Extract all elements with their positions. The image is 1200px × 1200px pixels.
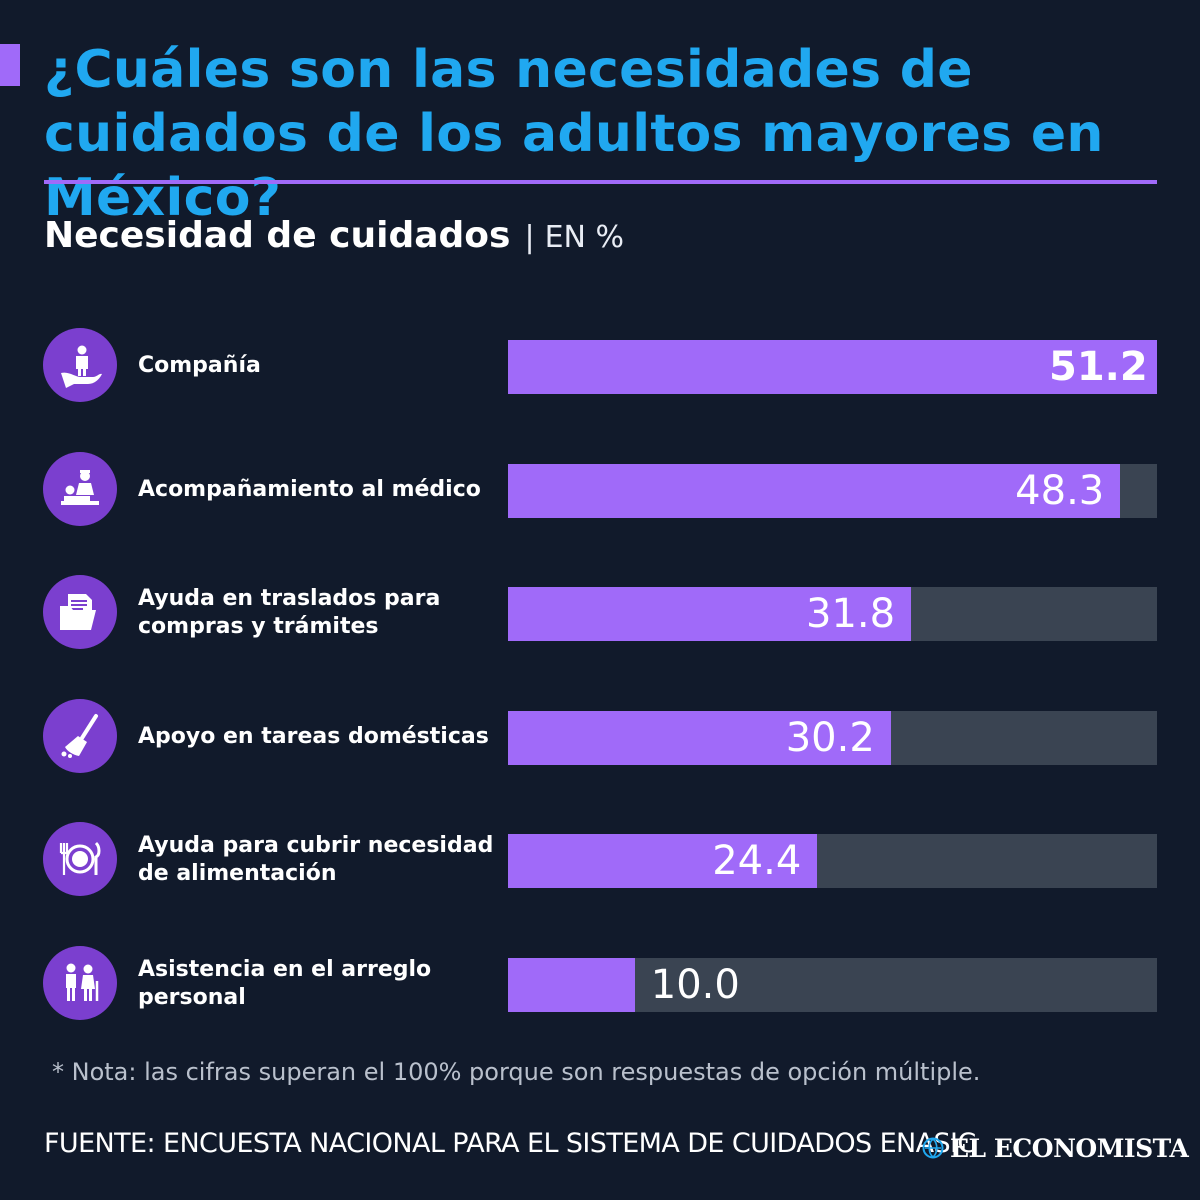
data-label: 30.2 [785, 714, 875, 761]
bar-row: Acompañamiento al médico 48.3 [0, 451, 1200, 528]
bar [508, 834, 818, 888]
page-title: ¿Cuáles son las necesidades de cuidados … [44, 40, 1104, 228]
source-text: FUENTE: ENCUESTA NACIONAL PARA EL SISTEM… [44, 1128, 976, 1159]
bar-track: 48.3 [508, 463, 1157, 518]
bar-row: Ayuda en traslados para compras y trámit… [0, 575, 1200, 651]
bar [508, 710, 891, 765]
category-label: Acompañamiento al médico [138, 476, 481, 502]
brand-globe-icon [922, 1137, 944, 1159]
data-label: 10.0 [650, 961, 740, 1008]
data-label: 51.2 [1049, 344, 1148, 390]
broom-icon [43, 698, 117, 773]
category-label: Ayuda en traslados para compras y trámit… [138, 586, 441, 639]
category-label: Compañía [138, 353, 261, 378]
title-divider [44, 180, 1157, 184]
data-label: 24.4 [712, 838, 802, 884]
bar-row: Compañía 51.2 [0, 328, 1200, 404]
documents-folder-icon [43, 575, 117, 649]
bar [508, 340, 1157, 394]
data-label: 48.3 [1015, 467, 1105, 514]
bar [508, 587, 912, 641]
chart-subtitle: Necesidad de cuidados | EN % [44, 212, 624, 262]
brand-logo: EL ECONOMISTA [922, 1128, 1189, 1168]
bar-track: 31.8 [508, 587, 1157, 641]
bar-row: Asistencia en el arreglo personal 10.0 [0, 945, 1200, 1022]
bar-row: Apoyo en tareas domésticas 30.2 [0, 698, 1200, 775]
plate-cutlery-icon [43, 822, 117, 896]
bar [508, 463, 1121, 518]
unit-label: EN % [544, 220, 625, 255]
bar-track: 10.0 [508, 957, 1157, 1012]
footnote: * Nota: las cifras superan el 100% porqu… [52, 1058, 981, 1086]
bar-track: 30.2 [508, 710, 1157, 765]
category-label: Ayuda para cubrir necesidad de alimentac… [138, 833, 494, 886]
title-accent-block [0, 44, 20, 86]
subtitle-separator: | [524, 220, 535, 255]
bar-row: Ayuda para cubrir necesidad de alimentac… [0, 822, 1200, 898]
doctor-patient-icon [43, 451, 117, 526]
bar [508, 957, 635, 1012]
bar-track: 24.4 [508, 834, 1157, 888]
brand-name: EL ECONOMISTA [950, 1133, 1189, 1163]
subtitle-text: Necesidad de cuidados [44, 215, 511, 256]
elderly-couple-icon [43, 945, 117, 1020]
category-label: Apoyo en tareas domésticas [138, 723, 489, 749]
caregiver-hand-icon [43, 328, 117, 402]
bar-track: 51.2 [508, 340, 1157, 394]
category-label: Asistencia en el arreglo personal [138, 956, 432, 1010]
data-label: 31.8 [806, 591, 896, 637]
